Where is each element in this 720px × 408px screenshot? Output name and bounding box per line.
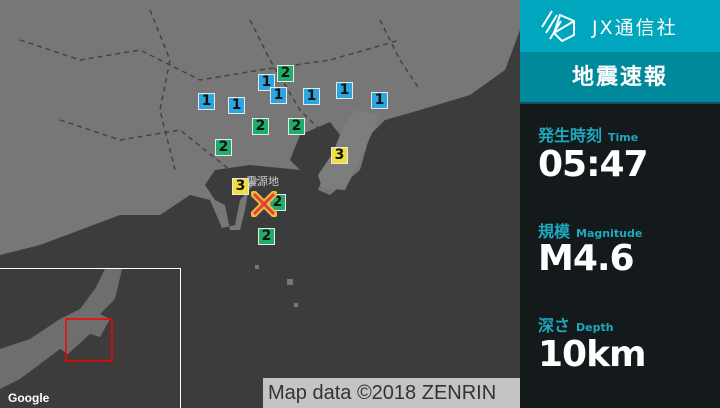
land-boso xyxy=(318,110,380,190)
magnitude-value: M4.6 xyxy=(538,238,635,279)
time-label: 発生時刻 Time xyxy=(538,122,638,146)
epicenter-label: 震源地 xyxy=(246,175,279,188)
magnitude-label-ja: 規模 xyxy=(538,222,571,241)
quake-info-panel: JX通信社 地震速報 発生時刻 Time 05:47 規模 Magnitude M4… xyxy=(520,0,720,408)
epicenter-x-icon xyxy=(251,191,277,217)
intensity-marker[interactable]: 1 xyxy=(258,74,275,91)
jx-logo-icon xyxy=(541,10,575,43)
intensity-marker[interactable]: 2 xyxy=(215,139,232,156)
islands xyxy=(255,265,298,307)
intensity-marker[interactable]: 2 xyxy=(288,118,305,135)
depth-label-en: Depth xyxy=(576,321,614,334)
intensity-marker[interactable]: 1 xyxy=(198,93,215,110)
brand-name: JX通信社 xyxy=(592,16,678,39)
intensity-marker[interactable]: 1 xyxy=(371,92,388,109)
map-attribution: Map data ©2018 ZENRIN xyxy=(263,378,520,408)
brand-header: JX通信社 xyxy=(520,0,720,52)
boundaries xyxy=(19,9,421,171)
time-value: 05:47 xyxy=(538,144,649,185)
google-logo: Google xyxy=(8,391,50,405)
intensity-marker[interactable]: 1 xyxy=(270,87,287,104)
panel-title: 地震速報 xyxy=(520,52,720,104)
time-label-en: Time xyxy=(608,131,639,144)
inset-land xyxy=(0,269,122,389)
time-label-ja: 発生時刻 xyxy=(538,126,603,145)
intensity-marker[interactable]: 2 xyxy=(277,65,294,82)
magnitude-label: 規模 Magnitude xyxy=(538,218,642,242)
intensity-marker[interactable]: 1 xyxy=(303,88,320,105)
intensity-marker[interactable]: 2 xyxy=(252,118,269,135)
depth-value: 10km xyxy=(538,334,647,375)
depth-label-ja: 深さ xyxy=(538,316,571,335)
intensity-marker[interactable]: 3 xyxy=(331,147,348,164)
intensity-marker[interactable]: 1 xyxy=(336,82,353,99)
inset-viewport-rect xyxy=(65,318,113,362)
intensity-marker[interactable]: 1 xyxy=(228,97,245,114)
magnitude-label-en: Magnitude xyxy=(576,227,643,240)
depth-label: 深さ Depth xyxy=(538,312,614,336)
overview-inset-map[interactable]: Google xyxy=(0,268,181,408)
intensity-marker[interactable]: 3 xyxy=(232,178,249,195)
intensity-marker[interactable]: 2 xyxy=(258,228,275,245)
